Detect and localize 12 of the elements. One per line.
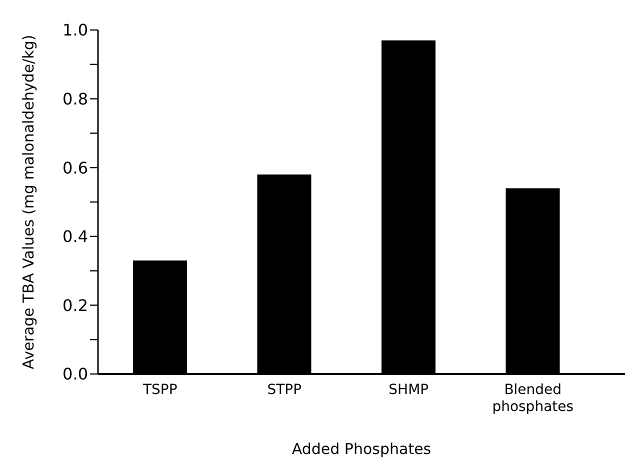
y-tick-label: 0.8 — [62, 89, 88, 108]
x-axis-title: Added Phosphates — [292, 440, 432, 458]
x-tick-label: Blended phosphates — [492, 382, 574, 415]
y-tick-label: 1.0 — [62, 20, 88, 40]
y-axis-title: Average TBA Values (mg malonaldehyde/kg) — [19, 34, 38, 370]
y-tick-label: 0.0 — [62, 364, 88, 384]
y-tick-label: 0.2 — [62, 296, 88, 315]
y-tick-label: 0.4 — [62, 227, 88, 246]
y-tick-label: 0.6 — [62, 158, 88, 178]
x-tick-label: STPP — [267, 382, 302, 398]
x-tick-label: TSPP — [142, 382, 178, 398]
x-tick-label: SHMP — [388, 382, 429, 398]
